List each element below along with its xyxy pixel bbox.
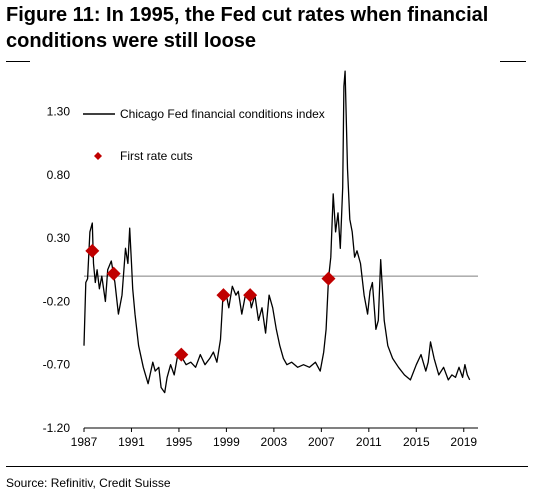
chart-plot-area xyxy=(83,70,478,394)
title-rule-right xyxy=(500,61,526,62)
y-tick-label: -1.20 xyxy=(43,421,71,435)
rate-cut-marker xyxy=(243,288,258,303)
legend-label-markers: First rate cuts xyxy=(120,149,193,163)
x-tick-label: 2003 xyxy=(261,435,288,449)
rate-cut-marker xyxy=(106,266,121,281)
x-tick-label: 1991 xyxy=(118,435,145,449)
y-tick-label: 0.30 xyxy=(47,231,71,245)
title-rule-left xyxy=(6,61,30,62)
y-tick-label: -0.70 xyxy=(43,358,71,372)
legend-swatch-diamond xyxy=(94,152,102,160)
x-tick-label: 2015 xyxy=(403,435,430,449)
rate-cut-marker xyxy=(216,288,231,303)
x-tick-label: 1999 xyxy=(213,435,240,449)
x-tick-label: 1995 xyxy=(166,435,193,449)
chart-title: Figure 11: In 1995, the Fed cut rates wh… xyxy=(6,4,489,52)
series-line-financial-conditions xyxy=(83,70,471,394)
x-tick-label: 2019 xyxy=(450,435,477,449)
x-tick-label: 2011 xyxy=(356,435,382,449)
x-tick-label: 2007 xyxy=(308,435,335,449)
legend-label-line: Chicago Fed financial conditions index xyxy=(120,107,325,121)
source-note: Source: Refinitiv, Credit Suisse xyxy=(6,476,171,490)
x-tick-label: 1987 xyxy=(71,435,98,449)
y-tick-label: -0.20 xyxy=(43,294,71,308)
rate-cut-marker xyxy=(85,243,100,258)
chart-legend: Chicago Fed financial conditions index F… xyxy=(83,107,325,163)
y-tick-label: 1.30 xyxy=(47,105,71,119)
rate-cut-marker xyxy=(321,271,336,286)
y-tick-label: 0.80 xyxy=(47,168,71,182)
rate-cut-marker xyxy=(174,347,189,362)
footer-rule xyxy=(6,466,528,467)
